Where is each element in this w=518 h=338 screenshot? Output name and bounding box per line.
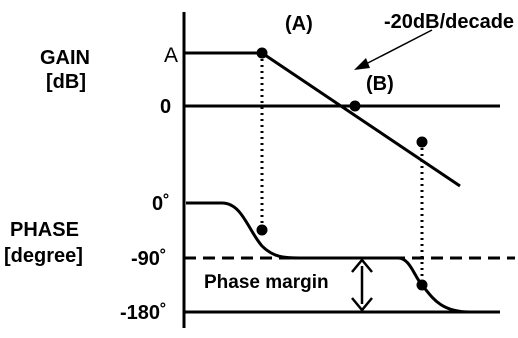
- gain-curve: [184, 51, 461, 188]
- annotation-point-a: (A): [285, 13, 313, 35]
- gain-tick-zero: 0: [160, 96, 171, 118]
- gain-axis-label-line2: [dB]: [46, 71, 86, 93]
- phase-axis-label-line2: [degree]: [4, 245, 83, 267]
- phase-tick-minus90: -90˚: [131, 247, 167, 270]
- slope-arrow-shaft: [361, 29, 433, 67]
- phase-tick-0: 0˚: [152, 192, 170, 215]
- annotation-slope: -20dB/decade: [384, 11, 514, 33]
- gain-axis-label-line1: GAIN: [40, 47, 90, 69]
- phase-tick-minus180: -180˚: [120, 301, 167, 324]
- phase-margin-arrow-bottom: [351, 297, 373, 312]
- phase-point-a: [256, 224, 268, 236]
- phase-margin-arrow-top: [351, 258, 373, 273]
- annotation-point-b: (B): [366, 73, 394, 95]
- phase-axis-label-line1: PHASE: [10, 219, 79, 241]
- gain-tick-a: A: [164, 44, 178, 67]
- gain-crossover-point: [349, 100, 361, 112]
- phase-point-b: [416, 279, 428, 291]
- slope-arrow-head: [354, 58, 370, 70]
- gain-corner-point: [256, 47, 268, 59]
- gain-second-pole-point: [416, 136, 428, 148]
- annotation-phase-margin: Phase margin: [204, 272, 329, 293]
